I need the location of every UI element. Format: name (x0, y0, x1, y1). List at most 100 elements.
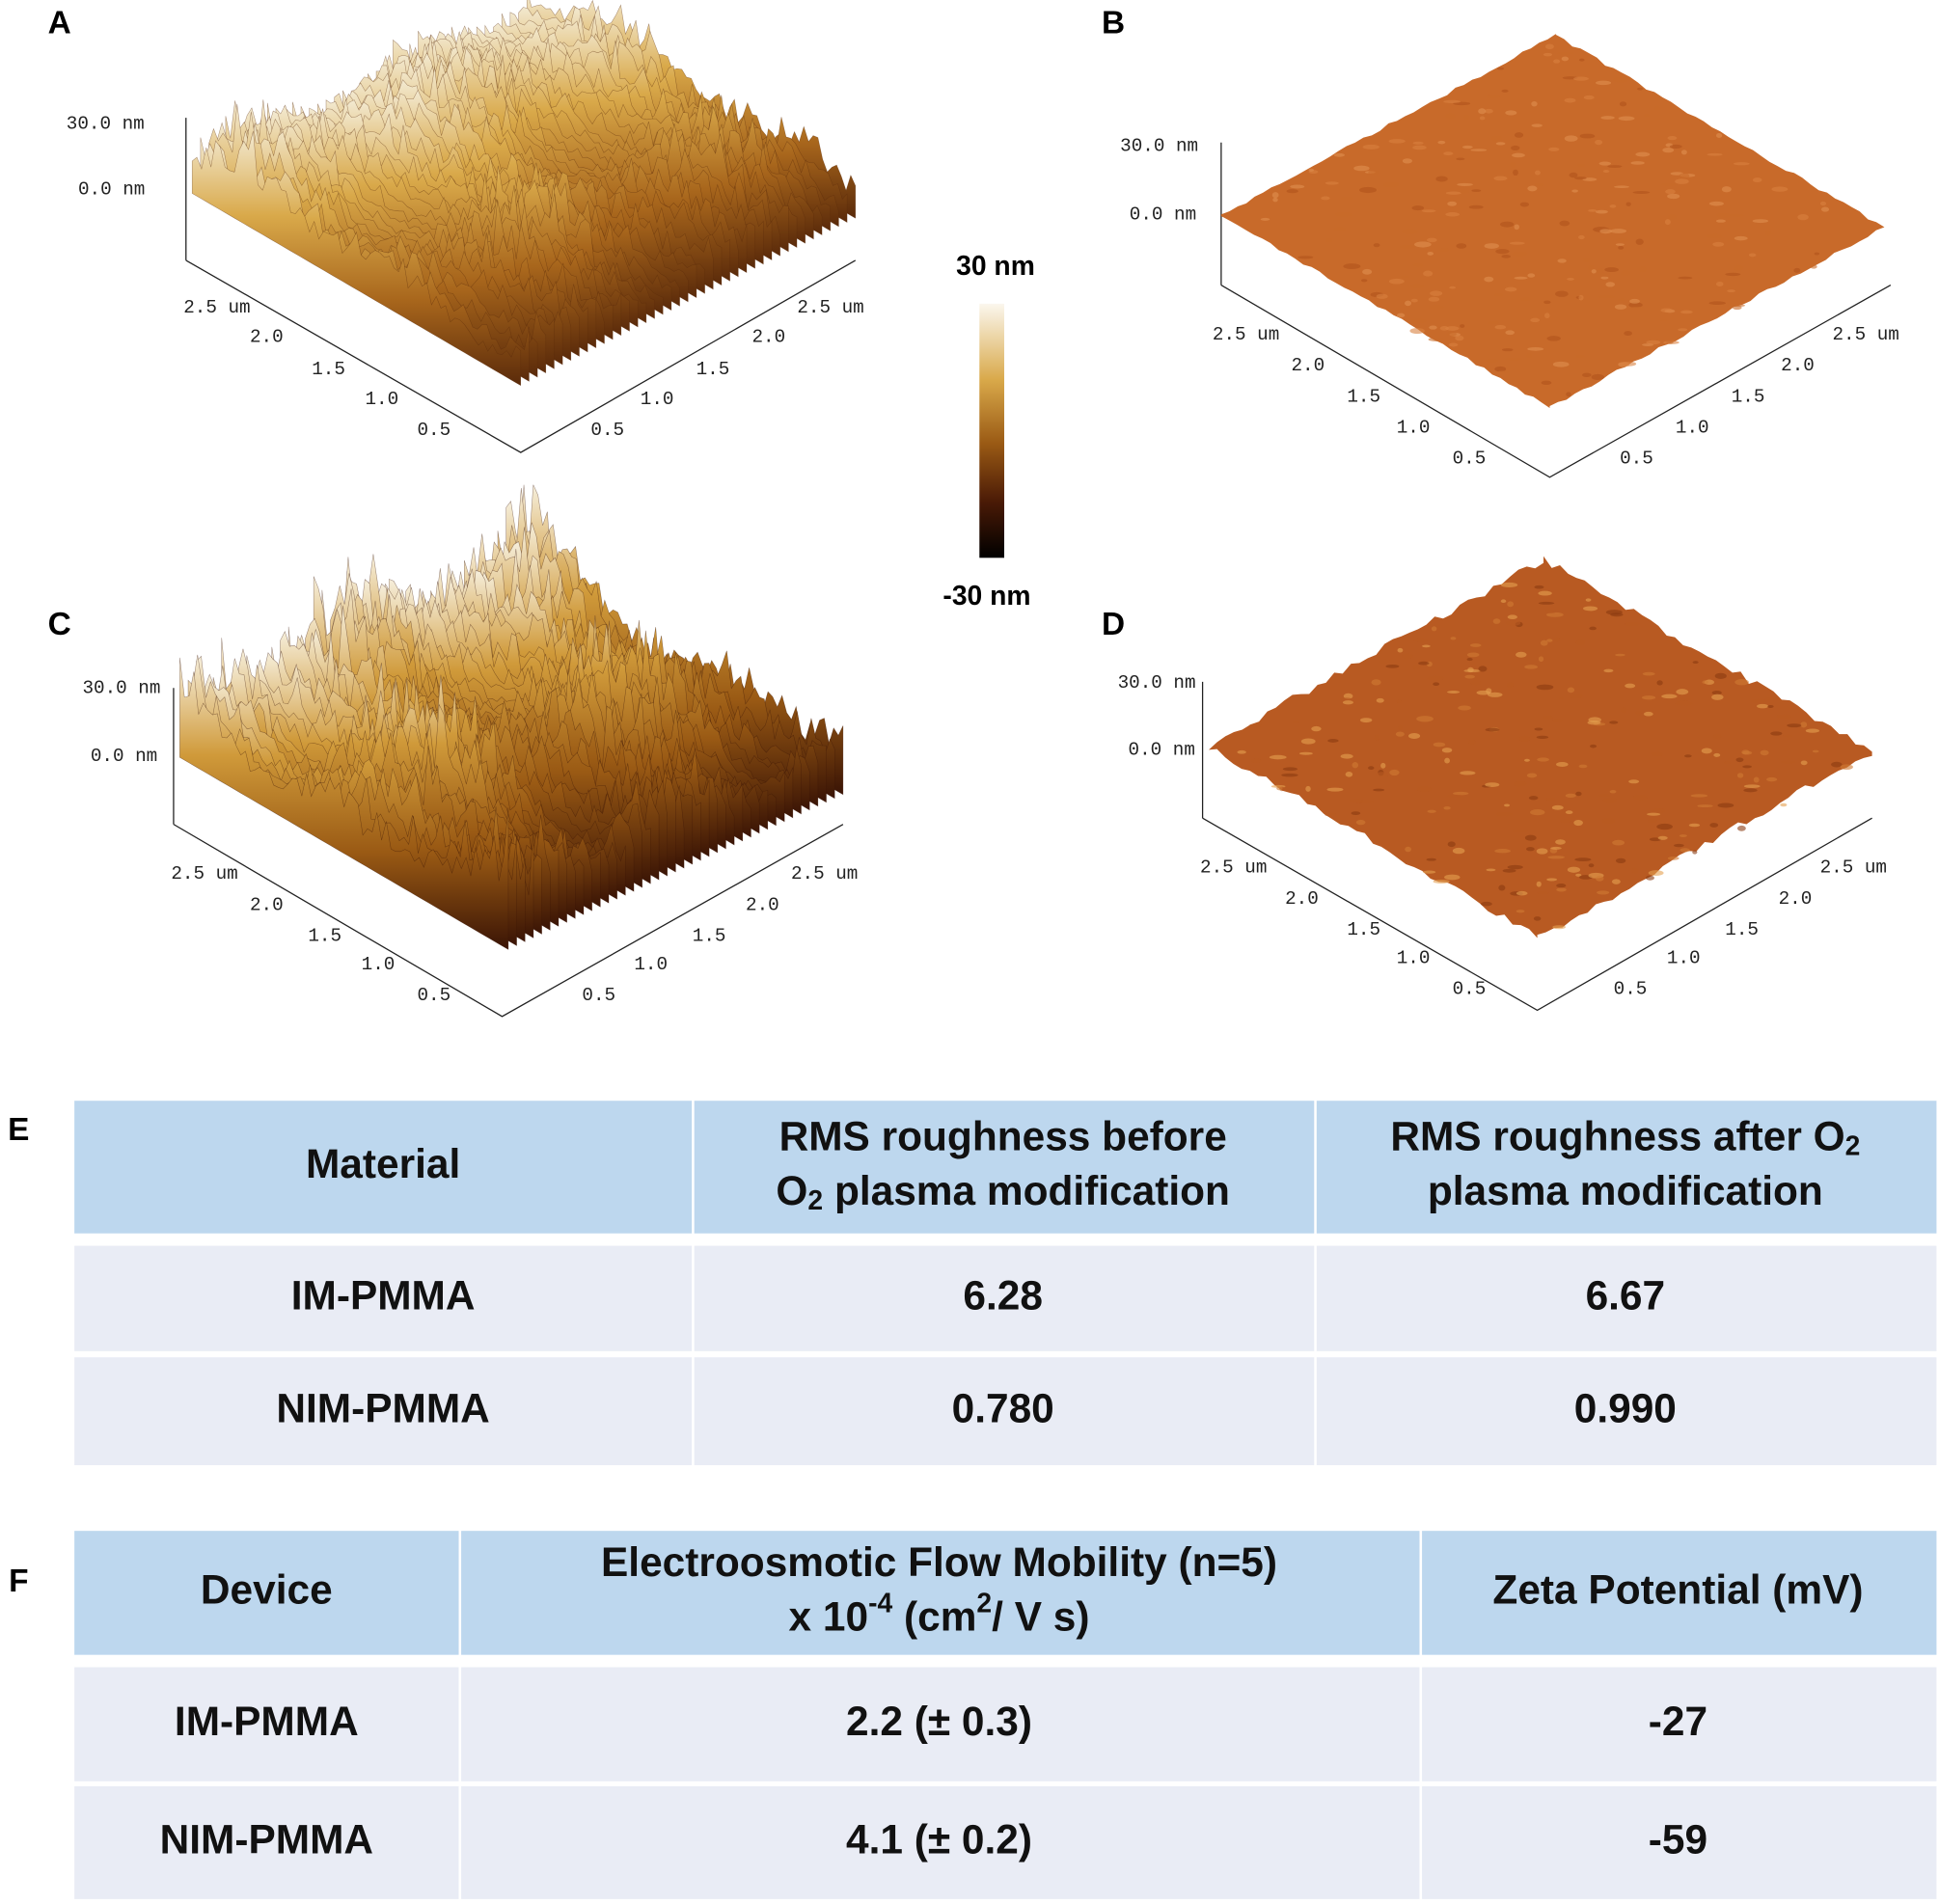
surface-texture (1281, 773, 1298, 777)
surface-texture (1667, 856, 1680, 860)
surface-texture (1417, 786, 1432, 793)
surface-texture (1351, 824, 1358, 828)
surface-texture (1641, 695, 1656, 700)
surface-texture (1574, 857, 1592, 862)
surface-texture (1269, 754, 1287, 760)
cell-text: 6.67 (1586, 1272, 1666, 1318)
surface-texture (1648, 818, 1657, 824)
surface-texture (1574, 177, 1587, 180)
surface-texture (1601, 817, 1616, 825)
x-tick-label: 2.5 um (1200, 857, 1267, 879)
surface-texture (1431, 626, 1437, 632)
surface-texture (1579, 133, 1596, 139)
surface-texture (1582, 258, 1591, 263)
surface-texture (1271, 192, 1279, 199)
surface-texture (1715, 132, 1723, 139)
surface-texture (1536, 848, 1548, 855)
surface-texture (1614, 185, 1629, 189)
surface-texture (1765, 231, 1771, 236)
surface-texture (1460, 771, 1476, 775)
surface-texture (1485, 358, 1498, 364)
surface-texture (1578, 294, 1584, 301)
base-axis (185, 259, 857, 453)
surface-texture (1578, 234, 1585, 240)
surface-texture (1443, 151, 1454, 156)
surface-texture (1611, 879, 1621, 884)
surface-texture (1680, 310, 1693, 314)
surface-texture (1625, 683, 1636, 689)
surface-texture (1625, 621, 1641, 627)
surface-texture (1396, 699, 1403, 704)
surface-texture (1669, 144, 1682, 150)
surface-texture (1343, 693, 1353, 699)
table-cell (461, 1785, 1420, 1899)
surface-texture (1731, 304, 1746, 308)
surface-texture (1561, 56, 1570, 62)
surface-texture (1453, 791, 1469, 796)
surface-texture (1734, 162, 1750, 166)
surface-texture (1643, 711, 1653, 717)
y-tick-label: 2.0 (746, 894, 779, 915)
surface-texture (1780, 760, 1795, 764)
surface-texture (1667, 214, 1678, 220)
surface-texture (1374, 734, 1379, 741)
header-run: -4 (868, 1588, 892, 1618)
surface-texture (1814, 252, 1820, 256)
header-run: Electroosmotic Flow Mobility (n=5) (601, 1539, 1277, 1585)
surface-texture (1552, 925, 1567, 930)
surface-texture (1780, 802, 1788, 807)
afm-surface (1220, 34, 1885, 409)
header-run: (cm (892, 1594, 976, 1640)
colorbar (979, 303, 1004, 558)
surface-texture (1376, 772, 1389, 777)
surface-texture (1435, 176, 1448, 182)
surface-texture (1680, 848, 1690, 853)
surface-texture (1552, 719, 1563, 723)
surface-texture (1428, 305, 1444, 310)
surface-texture (1642, 671, 1655, 676)
surface-texture (1675, 178, 1689, 184)
surface-texture (1400, 244, 1416, 249)
surface-texture (1445, 326, 1460, 331)
x-tick-label: 2.0 (1285, 888, 1319, 910)
surface-texture (1418, 661, 1430, 666)
table-cell (74, 1785, 459, 1899)
surface-texture (1516, 890, 1528, 896)
x-tick-label: 0.5 (1453, 449, 1487, 470)
surface-texture (1743, 788, 1758, 793)
surface-texture (1657, 835, 1668, 840)
surface-texture (1602, 797, 1618, 803)
cell-text: -59 (1649, 1817, 1707, 1863)
surface-texture (1648, 870, 1664, 876)
surface-texture (1526, 773, 1538, 778)
surface-texture (1576, 163, 1586, 167)
surface-texture (1589, 626, 1597, 631)
surface-texture (1752, 219, 1769, 224)
surface-texture (1709, 823, 1719, 828)
surface-texture (1603, 668, 1614, 673)
x-tick-label: 1.0 (1397, 948, 1431, 969)
y-tick-label: 1.5 (1732, 386, 1765, 407)
header-cell (74, 1101, 693, 1234)
surface-texture (1260, 217, 1270, 221)
surface-texture (1479, 116, 1486, 121)
surface-texture (1447, 841, 1456, 848)
surface-texture (1512, 251, 1527, 257)
surface-texture (1674, 843, 1684, 848)
surface-texture (1717, 802, 1734, 808)
surface-texture (1536, 881, 1542, 887)
surface-texture (1421, 209, 1436, 213)
surface-texture (1466, 652, 1480, 658)
cell-text: IM-PMMA (175, 1699, 359, 1744)
y-tick-label: 2.5 um (1820, 857, 1887, 879)
surface-texture (1690, 794, 1708, 798)
surface-texture (1512, 152, 1525, 158)
y-tick-label: 2.0 (1781, 355, 1815, 376)
surface-texture (1527, 346, 1544, 351)
surface-texture (1414, 241, 1432, 248)
surface-texture (1555, 839, 1566, 845)
surface-texture (1297, 256, 1314, 259)
surface-texture (1464, 674, 1475, 679)
surface-texture (1565, 793, 1576, 798)
surface-texture (1371, 679, 1381, 686)
